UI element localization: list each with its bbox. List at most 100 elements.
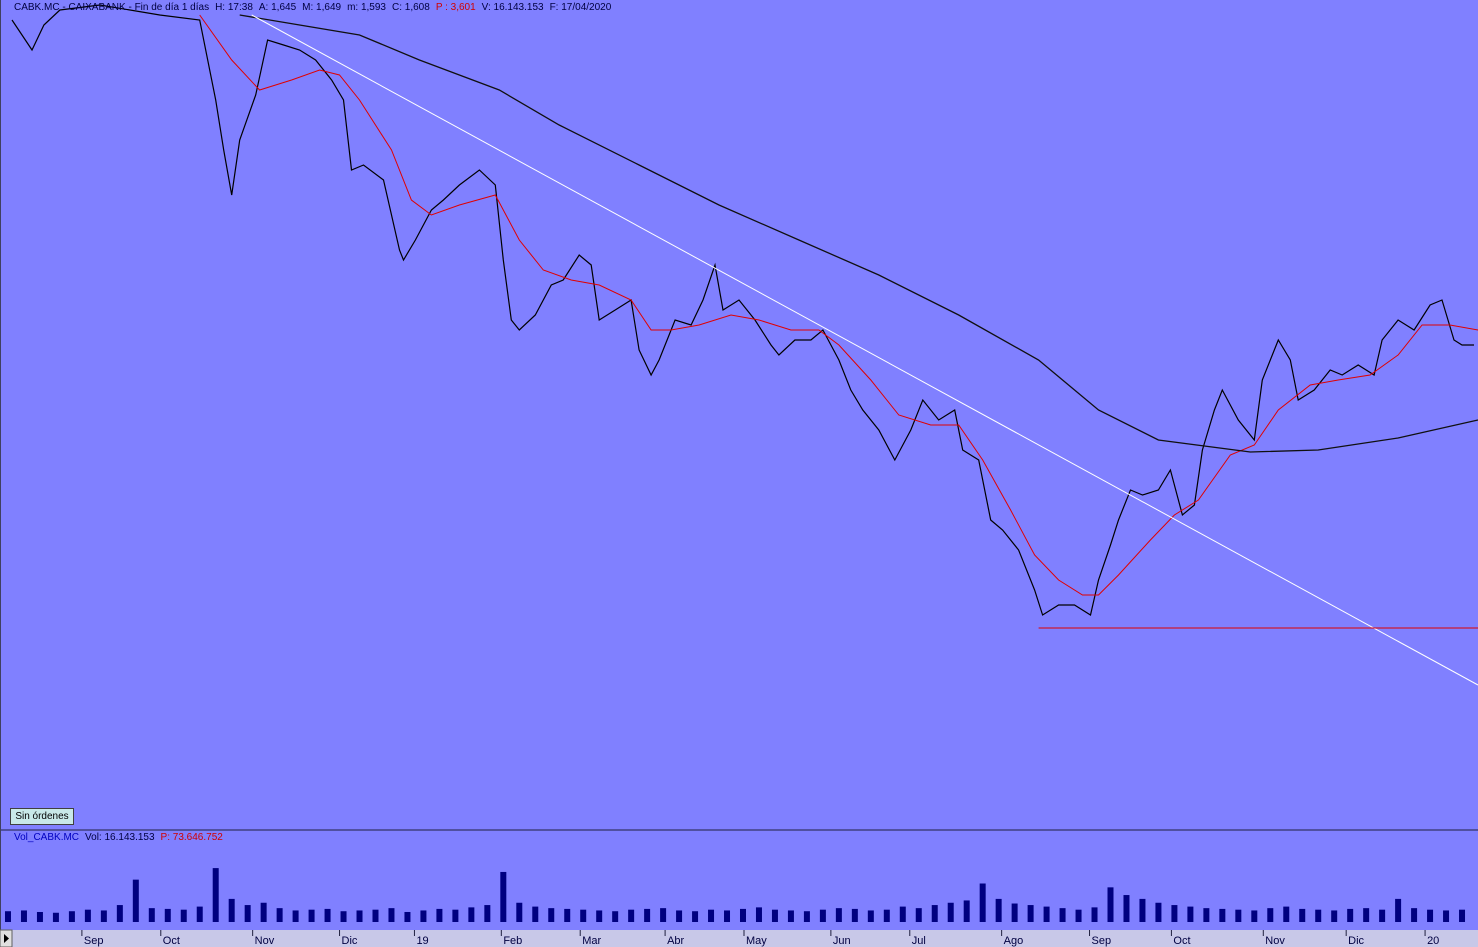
volume-bar xyxy=(212,868,219,922)
x-tick-label: Nov xyxy=(255,935,275,947)
volume-bar xyxy=(580,909,587,922)
header-item: V: 16.143.153 xyxy=(481,2,544,13)
volume-bar xyxy=(1203,908,1210,922)
volume-bar xyxy=(979,883,986,922)
volume-bar xyxy=(1331,910,1338,922)
scroll-arrow xyxy=(4,934,9,943)
volume-bar xyxy=(1155,902,1162,922)
volume-bar xyxy=(276,908,283,922)
volume-bar xyxy=(931,905,938,922)
volume-bar xyxy=(180,909,187,922)
volume-bar xyxy=(883,909,890,922)
header-item: Vol_CABK.MC xyxy=(14,832,80,843)
header-item: P: 73.646.752 xyxy=(160,832,223,843)
volume-bar xyxy=(1299,908,1306,922)
volume-bar xyxy=(1139,898,1146,922)
volume-bar xyxy=(564,908,571,922)
volume-bar xyxy=(260,902,267,922)
header-item: M: 1,649 xyxy=(302,2,342,13)
x-tick-label: Mar xyxy=(582,935,601,947)
x-tick-label: 19 xyxy=(416,935,428,947)
volume-bar xyxy=(1091,907,1098,922)
x-tick-label: Sep xyxy=(84,935,104,947)
header-item: A: 1,645 xyxy=(258,2,297,13)
header-item: F: 17/04/2020 xyxy=(549,2,612,13)
price-line xyxy=(251,14,1478,686)
volume-bar xyxy=(899,906,906,922)
x-tick-label: 20 xyxy=(1427,935,1439,947)
volume-bar xyxy=(372,909,379,922)
volume-bar xyxy=(356,910,363,922)
orders-button[interactable]: Sin órdenes xyxy=(10,808,74,825)
volume-bar xyxy=(420,910,427,922)
price-line xyxy=(239,14,1478,453)
volume-bar xyxy=(787,910,794,922)
header-item: C: 1,608 xyxy=(392,2,430,13)
volume-bar xyxy=(1283,906,1290,922)
x-tick-label: Dic xyxy=(342,935,358,947)
volume-bar xyxy=(404,911,411,922)
volume-bar xyxy=(196,906,203,922)
volume-bar xyxy=(340,911,347,922)
volume-bar xyxy=(548,908,555,922)
volume-bar xyxy=(36,911,43,922)
volume-bar xyxy=(851,908,858,922)
volume-bar xyxy=(1219,908,1226,922)
volume-bar xyxy=(1427,909,1434,922)
volume-bar xyxy=(867,910,874,922)
x-tick-label: Sep xyxy=(1092,935,1112,947)
volume-bar xyxy=(1347,908,1354,922)
volume-bar xyxy=(835,908,842,922)
x-tick-label: May xyxy=(746,935,767,947)
volume-bar xyxy=(1411,908,1418,922)
header-item: CABK.MC - CAIXABANK - Fin de día 1 días xyxy=(14,2,210,13)
header-item: m: 1,593 xyxy=(347,2,386,13)
volume-header: Vol_CABK.MC Vol: 16.143.153 P: 73.646.752 xyxy=(14,832,223,843)
volume-bar xyxy=(164,908,171,922)
volume-bar xyxy=(308,909,315,922)
volume-bar xyxy=(52,912,59,922)
volume-bar xyxy=(676,910,683,922)
volume-bar xyxy=(1187,906,1194,922)
volume-bar xyxy=(1059,908,1066,922)
volume-bar xyxy=(244,905,251,922)
volume-bar xyxy=(228,898,235,922)
volume-bar xyxy=(516,902,523,922)
volume-bar xyxy=(819,909,826,922)
volume-bar xyxy=(612,911,619,922)
volume-bar xyxy=(468,907,475,922)
volume-bar xyxy=(660,908,667,922)
volume-bar xyxy=(4,911,11,922)
x-tick-label: Jul xyxy=(912,935,926,947)
volume-bar xyxy=(724,910,731,922)
volume-bar xyxy=(1011,903,1018,922)
volume-bar xyxy=(132,879,139,922)
volume-bar xyxy=(1123,895,1130,922)
volume-bar xyxy=(628,909,635,922)
volume-bar xyxy=(532,906,539,922)
volume-bar xyxy=(1379,909,1386,922)
volume-bar xyxy=(771,909,778,922)
volume-bar xyxy=(963,900,970,922)
volume-bar xyxy=(1459,909,1466,922)
volume-bar xyxy=(1171,905,1178,922)
price-line xyxy=(199,14,1478,596)
volume-bar xyxy=(1443,910,1450,922)
volume-bar xyxy=(68,911,75,922)
volume-bar xyxy=(292,910,299,922)
x-tick-label: Feb xyxy=(503,935,522,947)
volume-bar xyxy=(995,898,1002,922)
header-item: Vol: 16.143.153 xyxy=(85,832,155,843)
volume-bar xyxy=(1395,898,1402,922)
price-line xyxy=(11,4,1474,616)
price-header: CABK.MC - CAIXABANK - Fin de día 1 días H… xyxy=(14,2,611,13)
volume-bar xyxy=(452,909,459,922)
header-item: P : 3,601 xyxy=(435,2,476,13)
volume-bar xyxy=(1075,909,1082,922)
x-tick-label: Oct xyxy=(163,935,180,947)
volume-bar xyxy=(500,871,507,922)
volume-bar xyxy=(148,908,155,922)
volume-bar xyxy=(388,908,395,922)
